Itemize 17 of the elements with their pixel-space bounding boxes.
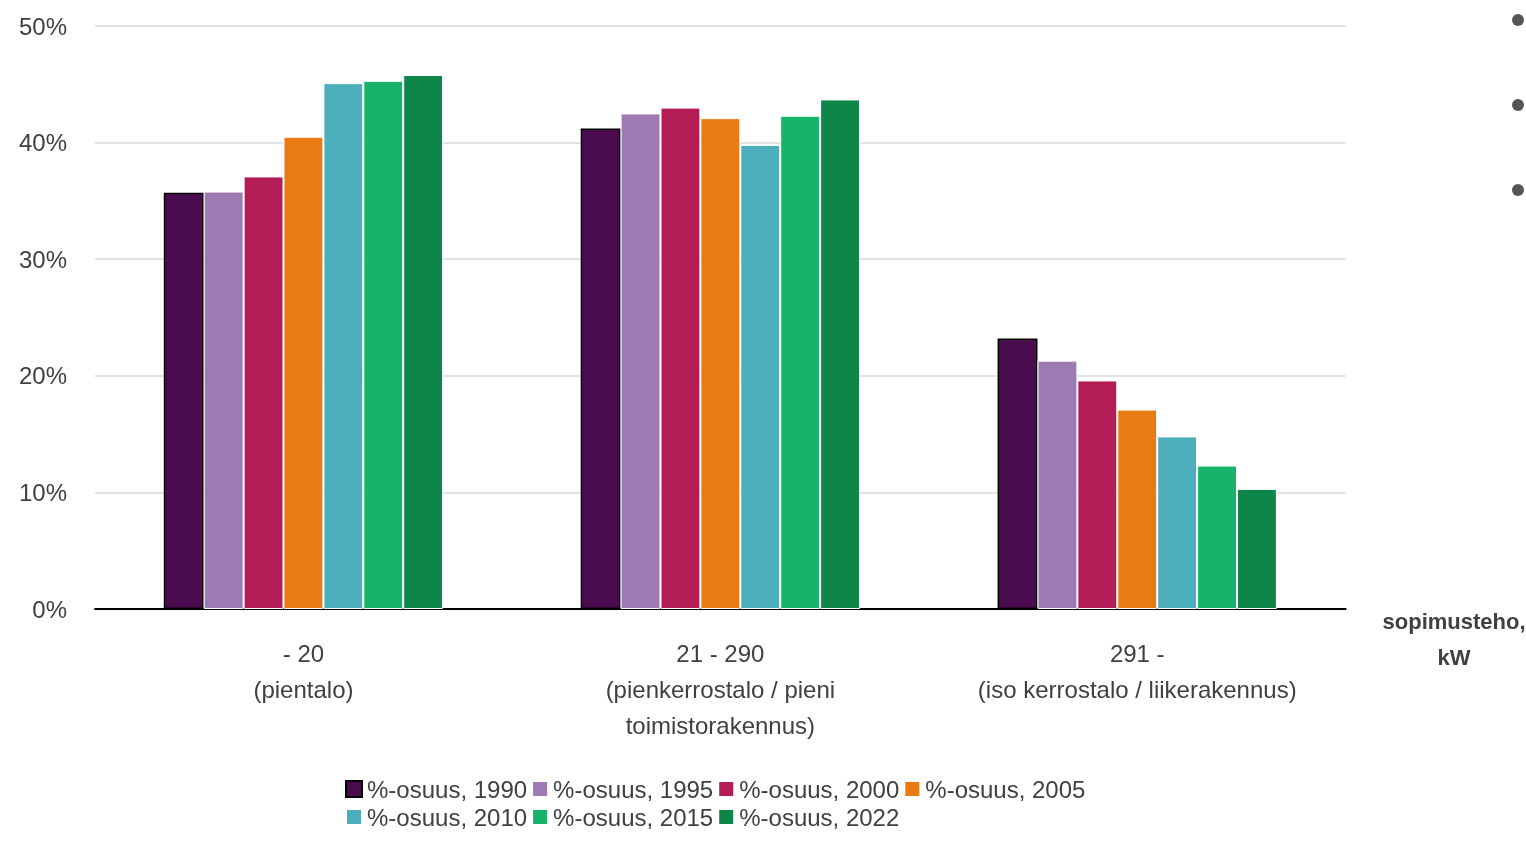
y-tick-label: 50% <box>18 12 67 40</box>
y-tick-label: 20% <box>18 362 67 390</box>
y-tick-label: 40% <box>18 129 67 157</box>
legend-label: %-osuus, 2015 <box>553 803 714 831</box>
y-tick-label: 10% <box>18 478 67 506</box>
x-tick-label: - 20 (pientalo) <box>253 639 354 703</box>
x-axis-title: sopimusteho, kW <box>1382 608 1526 670</box>
x-tick-label: 291 - (iso kerrostalo / liikerakennus) <box>977 639 1297 703</box>
y-tick-label: 30% <box>18 245 67 273</box>
x-tick-label: 21 - 290 (pienkerrostalo / pieni toimistorakennus) <box>605 639 836 739</box>
legend-label: %-osuus, 1990 <box>367 775 528 803</box>
legend-label: %-osuus, 2010 <box>367 803 528 831</box>
legend-label: %-osuus, 2022 <box>739 803 900 831</box>
legend-label: %-osuus, 1995 <box>553 775 714 803</box>
legend-label: %-osuus, 2005 <box>925 775 1086 803</box>
legend-label: %-osuus, 2000 <box>739 775 900 803</box>
y-tick-label: 0% <box>32 595 67 623</box>
